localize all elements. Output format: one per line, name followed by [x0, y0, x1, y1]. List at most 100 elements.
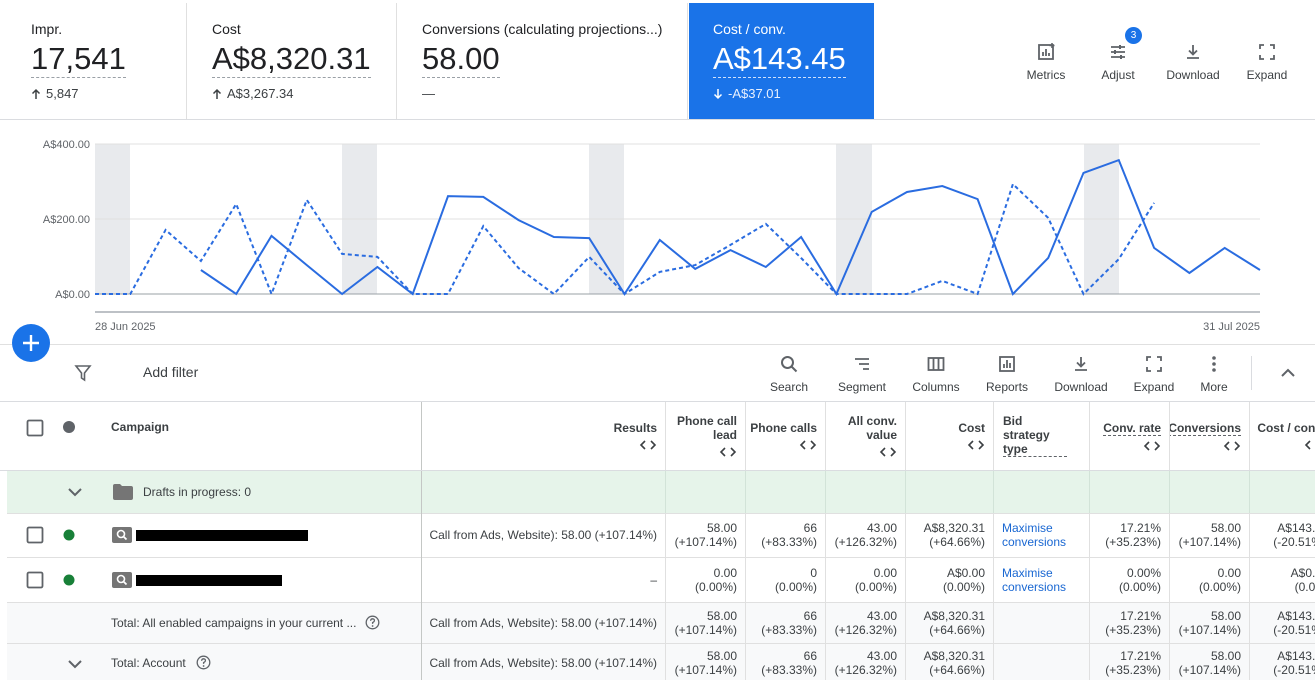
y-tick-label: A$0.00 [55, 289, 90, 301]
redacted-campaign-name[interactable] [136, 530, 308, 541]
checkbox[interactable] [26, 419, 44, 437]
table-cell: A$8,320.31 (+64.66%) [905, 643, 993, 680]
checkbox[interactable] [26, 571, 44, 589]
scorecard[interactable]: Cost A$8,320.31 A$3,267.34 [188, 3, 397, 119]
scorecard-change: A$3,267.34 [212, 86, 294, 101]
expand-chevron[interactable] [66, 485, 84, 499]
total-label: Total: All enabled campaigns in your cur… [111, 615, 357, 630]
value-text: 58.00 [706, 649, 737, 663]
column-header[interactable]: Conv. rate [1089, 402, 1169, 470]
toolbar-button[interactable]: Download [1158, 40, 1228, 88]
sort-icon [719, 447, 737, 457]
value-text: 58.00 [1210, 649, 1241, 663]
scorecard-change: — [422, 86, 435, 101]
divider [0, 344, 1315, 345]
add-filter[interactable]: Add filter [143, 364, 199, 380]
table-cell: Maximise conversions [993, 513, 1089, 557]
toolbar-button[interactable]: Search [754, 354, 824, 396]
value-text: 0.00% [1126, 565, 1161, 580]
change-text: (0.00%) [774, 579, 817, 594]
table-cell: A$8,320.31 (+64.66%) [905, 602, 993, 643]
divider [0, 119, 1315, 120]
value-text: 58.00 [1210, 608, 1241, 623]
table-cell: A$0.0(0.00 [1249, 557, 1315, 602]
scorecard-label: Impr. [31, 21, 63, 37]
column-header[interactable]: Phone call lead [665, 402, 745, 470]
column-divider [825, 471, 826, 513]
x-tick-label: 31 Jul 2025 [1203, 321, 1260, 333]
change-text: (+35.23%) [1105, 663, 1161, 677]
change-arrow [713, 88, 723, 99]
toolbar-button[interactable]: Metrics [1011, 40, 1081, 88]
bid-strategy-link[interactable]: Maximise conversions [1002, 565, 1067, 594]
value-text: A$8,320.31 [923, 649, 985, 663]
drafts-label[interactable]: Drafts in progress: 0 [143, 485, 252, 499]
scorecard-value: 58.00 [422, 41, 500, 78]
toolbar-button[interactable]: Adjust 3 [1083, 27, 1153, 88]
add-button[interactable] [11, 323, 51, 363]
toolbar-button[interactable]: Download [1046, 354, 1116, 396]
column-header[interactable]: Campaign [111, 420, 170, 434]
scorecard-change: 5,847 [31, 86, 79, 101]
change-value: 5,847 [46, 86, 79, 101]
expand-chevron[interactable] [66, 657, 84, 671]
folder-icon [113, 484, 133, 500]
value-text: 66 [803, 608, 817, 623]
change-arrow [31, 88, 41, 99]
column-header[interactable]: Bid strategy type [993, 402, 1089, 470]
toolbar-button[interactable]: Reports [972, 354, 1042, 396]
column-header[interactable]: Phone calls [745, 402, 825, 470]
scorecard-value: 17,541 [31, 41, 126, 78]
redacted-campaign-name[interactable] [136, 574, 282, 586]
table-cell: A$143.4(-20.51% [1249, 513, 1315, 557]
scorecard[interactable]: Conversions (calculating projections...)… [398, 3, 688, 119]
scorecard[interactable]: Cost / conv. A$143.45 -A$37.01 [689, 3, 874, 119]
column-divider [1249, 471, 1250, 513]
sort-icon [1223, 440, 1241, 451]
filter-icon[interactable] [74, 364, 92, 382]
toolbar-button[interactable]: Segment [827, 354, 897, 396]
column-divider [905, 471, 906, 513]
value-text: A$8,320.31 [923, 521, 985, 535]
table-cell: A$143.4(-20.51% [1249, 643, 1315, 680]
toolbar-button[interactable]: More [1179, 354, 1249, 396]
badge: 3 [1125, 27, 1142, 44]
header-text: Phone call lead [676, 414, 737, 442]
value-text: A$143.4 [1277, 521, 1315, 535]
header-text: Cost / conv [1257, 421, 1315, 435]
column-header[interactable]: Cost [905, 402, 993, 470]
tool-label: Adjust [1101, 68, 1135, 82]
table-row [7, 643, 1315, 680]
tool-label: Reports [985, 380, 1029, 394]
column-header[interactable]: Results [421, 402, 665, 470]
table-cell: A$0.00 (0.00%) [905, 557, 993, 602]
series-line [95, 182, 1155, 297]
toolbar-button[interactable]: Expand [1119, 354, 1189, 396]
scorecard-value: A$8,320.31 [212, 41, 371, 78]
collapse-icon[interactable] [1279, 365, 1297, 381]
toolbar-button[interactable]: Expand [1232, 40, 1302, 88]
bid-strategy-link[interactable]: Maximise conversions [1002, 521, 1067, 549]
results-text: Call from Ads, Website): 58.00 (+107.14%… [429, 615, 657, 630]
change-text: (0.00%) [694, 579, 737, 594]
column-header[interactable]: Conversions [1169, 402, 1249, 470]
checkbox[interactable] [26, 526, 44, 544]
change-arrow [212, 88, 222, 99]
value-text: 58.00 [706, 608, 737, 623]
value-text: 0.00 [873, 565, 897, 580]
change-text: (+64.66%) [929, 663, 985, 677]
table-cell: 0.00 (0.00%) [1169, 557, 1249, 602]
column-header[interactable]: All conv. value [825, 402, 905, 470]
scorecard[interactable]: Impr. 17,541 5,847 [7, 3, 187, 119]
value-text: A$8,320.31 [923, 608, 985, 623]
status-enabled [63, 529, 75, 541]
change-text: (+83.33%) [761, 535, 817, 549]
value-text: 0.00 [1217, 565, 1241, 580]
column-header[interactable]: Cost / conv [1249, 402, 1315, 470]
value-text: A$143.4 [1277, 608, 1315, 623]
change-text: (+83.33%) [761, 663, 817, 677]
help-icon [365, 615, 380, 629]
change-text: (+64.66%) [929, 622, 985, 637]
toolbar-button[interactable]: Columns [901, 354, 971, 396]
change-text: (-20.51% [1273, 535, 1315, 549]
